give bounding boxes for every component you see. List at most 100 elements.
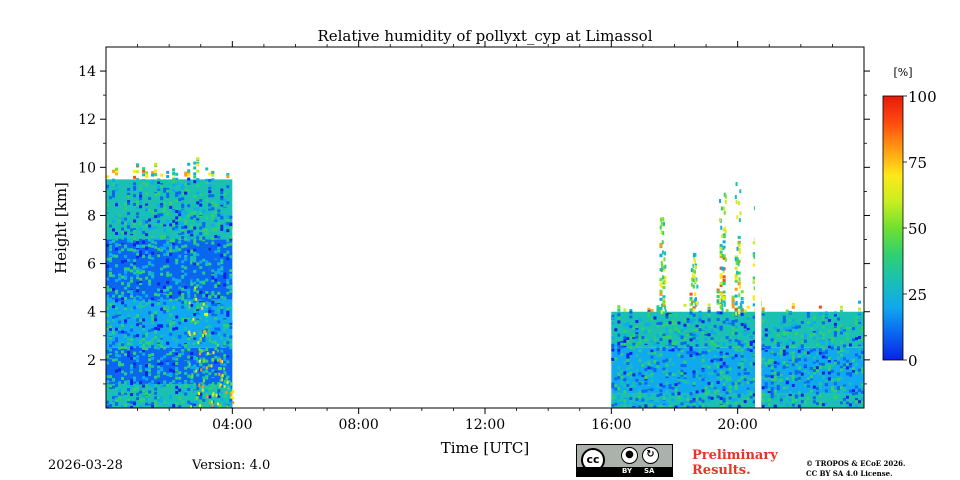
humidity-pixel <box>193 400 197 404</box>
humidity-pixel <box>782 349 786 353</box>
humidity-pixel <box>770 366 774 370</box>
humidity-pixel <box>752 345 756 349</box>
humidity-pixel <box>761 337 765 341</box>
humidity-pixel <box>163 380 167 384</box>
humidity-pixel <box>617 313 621 317</box>
humidity-pixel <box>797 399 801 403</box>
humidity-pixel <box>139 296 143 300</box>
humidity-pixel <box>196 367 200 371</box>
humidity-pixel <box>163 223 167 227</box>
humidity-pixel <box>139 302 143 306</box>
humidity-pixel <box>205 232 209 236</box>
humidity-pixel <box>791 403 795 407</box>
humidity-pixel <box>680 369 684 373</box>
humidity-pixel <box>199 285 203 289</box>
humidity-pixel <box>722 233 726 237</box>
humidity-pixel <box>118 241 122 245</box>
humidity-pixel <box>157 234 161 238</box>
humidity-pixel <box>611 359 615 363</box>
humidity-pixel <box>857 400 861 404</box>
humidity-pixel <box>109 273 113 277</box>
humidity-pixel <box>677 330 681 334</box>
humidity-pixel <box>767 361 771 365</box>
humidity-pixel <box>118 219 122 223</box>
humidity-pixel <box>779 355 783 359</box>
humidity-pixel <box>109 350 113 354</box>
humidity-pixel <box>115 308 119 312</box>
humidity-pixel <box>154 313 158 317</box>
humidity-pixel <box>731 356 735 360</box>
humidity-pixel <box>629 363 633 367</box>
humidity-pixel <box>211 210 215 214</box>
cc-license-badge[interactable]: cc ● ↻ BY SA <box>576 444 673 477</box>
humidity-pixel <box>662 361 666 365</box>
humidity-pixel <box>626 401 630 405</box>
edge-pixel <box>204 332 207 336</box>
humidity-pixel <box>145 240 149 244</box>
humidity-pixel <box>190 316 194 320</box>
humidity-pixel <box>839 324 843 328</box>
humidity-pixel <box>746 389 750 393</box>
humidity-pixel <box>133 243 137 247</box>
humidity-pixel <box>653 360 657 364</box>
humidity-pixel <box>785 331 789 335</box>
edge-pixel <box>209 401 212 405</box>
humidity-pixel <box>719 370 723 374</box>
humidity-pixel <box>674 357 678 361</box>
humidity-pixel <box>638 395 642 399</box>
humidity-pixel <box>205 304 209 308</box>
humidity-pixel <box>740 352 744 356</box>
edge-pixel <box>212 381 215 385</box>
humidity-pixel <box>199 350 203 354</box>
plume-pixel <box>737 259 740 264</box>
humidity-pixel <box>217 232 221 236</box>
humidity-pixel <box>719 315 723 319</box>
humidity-pixel <box>205 272 209 276</box>
humidity-pixel <box>184 352 188 356</box>
humidity-pixel <box>112 179 116 183</box>
humidity-pixel <box>623 398 627 402</box>
humidity-pixel <box>175 210 179 214</box>
humidity-pixel <box>169 292 173 296</box>
humidity-pixel <box>746 324 750 328</box>
humidity-pixel <box>166 318 170 322</box>
humidity-pixel <box>704 351 708 355</box>
humidity-pixel <box>713 362 717 366</box>
humidity-pixel <box>184 371 188 375</box>
humidity-pixel <box>635 403 639 407</box>
humidity-pixel <box>118 250 122 254</box>
humidity-pixel <box>791 302 795 306</box>
humidity-pixel <box>211 369 215 373</box>
humidity-pixel <box>124 325 128 329</box>
humidity-pixel <box>734 398 738 402</box>
humidity-pixel <box>803 383 807 387</box>
plume-pixel <box>694 297 697 302</box>
humidity-pixel <box>121 248 125 252</box>
humidity-pixel <box>154 303 158 307</box>
humidity-pixel <box>193 241 197 245</box>
humidity-pixel <box>226 291 230 295</box>
humidity-pixel <box>127 292 131 296</box>
humidity-pixel <box>713 346 717 350</box>
humidity-pixel <box>163 219 167 223</box>
humidity-pixel <box>199 226 203 230</box>
humidity-pixel <box>749 324 753 328</box>
humidity-pixel <box>115 350 119 354</box>
humidity-pixel <box>226 175 230 179</box>
humidity-pixel <box>698 359 702 363</box>
humidity-pixel <box>139 369 143 373</box>
humidity-pixel <box>815 347 819 351</box>
humidity-pixel <box>214 271 218 275</box>
humidity-pixel <box>707 356 711 360</box>
humidity-pixel <box>142 376 146 380</box>
humidity-pixel <box>719 281 723 285</box>
humidity-pixel <box>172 258 176 262</box>
humidity-pixel <box>842 326 846 330</box>
plume-pixel <box>735 200 738 205</box>
humidity-pixel <box>166 308 170 312</box>
humidity-pixel <box>112 249 116 253</box>
humidity-pixel <box>190 229 194 233</box>
humidity-pixel <box>842 401 846 405</box>
plume-pixel <box>690 268 693 273</box>
edge-pixel <box>203 358 206 362</box>
